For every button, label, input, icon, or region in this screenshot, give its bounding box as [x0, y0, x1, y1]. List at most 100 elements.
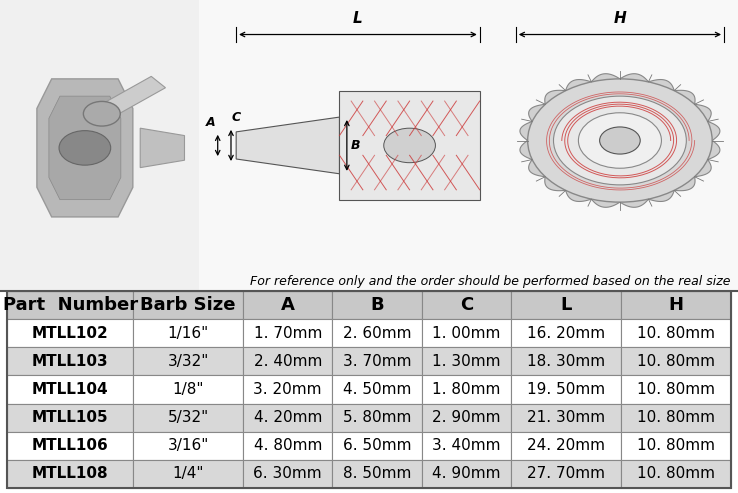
Text: 1. 30mm: 1. 30mm	[432, 354, 501, 369]
Text: MTLL103: MTLL103	[32, 354, 108, 369]
Polygon shape	[37, 79, 133, 217]
Bar	[621, 375, 731, 404]
Text: L: L	[560, 296, 572, 314]
Bar	[243, 319, 332, 347]
Text: 4. 20mm: 4. 20mm	[254, 410, 322, 425]
Text: 18. 30mm: 18. 30mm	[527, 354, 605, 369]
Text: 2. 40mm: 2. 40mm	[254, 354, 322, 369]
Polygon shape	[140, 128, 184, 168]
Text: 8. 50mm: 8. 50mm	[343, 466, 411, 482]
Text: 21. 30mm: 21. 30mm	[527, 410, 605, 425]
Text: 4. 80mm: 4. 80mm	[254, 438, 322, 453]
Bar	[332, 404, 422, 432]
Bar	[134, 347, 243, 375]
Bar	[511, 291, 621, 319]
Text: 10. 80mm: 10. 80mm	[637, 354, 715, 369]
Text: 10. 80mm: 10. 80mm	[637, 438, 715, 453]
Text: 1/8": 1/8"	[173, 382, 204, 397]
Text: MTLL102: MTLL102	[32, 326, 108, 341]
Text: 1. 80mm: 1. 80mm	[432, 382, 500, 397]
Bar	[7, 460, 134, 488]
Text: 27. 70mm: 27. 70mm	[527, 466, 605, 482]
Bar	[422, 404, 511, 432]
Bar	[134, 375, 243, 404]
Bar	[7, 319, 134, 347]
Text: MTLL105: MTLL105	[32, 410, 108, 425]
Text: C: C	[460, 296, 473, 314]
Text: H: H	[613, 11, 627, 26]
Text: MTLL106: MTLL106	[32, 438, 108, 453]
Text: 10. 80mm: 10. 80mm	[637, 382, 715, 397]
Bar	[7, 432, 134, 460]
Text: Part  Number: Part Number	[3, 296, 138, 314]
Bar	[243, 347, 332, 375]
Bar	[7, 291, 134, 319]
Text: MTLL108: MTLL108	[32, 466, 108, 482]
Bar	[511, 460, 621, 488]
Text: 2. 60mm: 2. 60mm	[343, 326, 411, 341]
Text: 3. 20mm: 3. 20mm	[253, 382, 322, 397]
Text: 24. 20mm: 24. 20mm	[527, 438, 605, 453]
Circle shape	[83, 102, 120, 126]
Bar	[7, 404, 134, 432]
Text: 10. 80mm: 10. 80mm	[637, 410, 715, 425]
Bar	[621, 404, 731, 432]
Bar	[243, 460, 332, 488]
Bar	[134, 432, 243, 460]
Bar	[332, 319, 422, 347]
Text: A: A	[280, 296, 294, 314]
Bar	[7, 375, 134, 404]
Bar	[621, 291, 731, 319]
Bar	[0, 0, 199, 291]
Text: For reference only and the order should be performed based on the real size: For reference only and the order should …	[250, 276, 731, 288]
Circle shape	[59, 131, 111, 165]
Polygon shape	[236, 117, 339, 174]
Circle shape	[579, 113, 661, 168]
Text: B: B	[370, 296, 384, 314]
Bar	[243, 432, 332, 460]
Text: 3. 40mm: 3. 40mm	[432, 438, 501, 453]
Text: C: C	[232, 111, 241, 125]
Bar	[0, 0, 738, 291]
Bar	[422, 347, 511, 375]
Bar	[7, 291, 731, 488]
Bar	[621, 460, 731, 488]
Text: 1/16": 1/16"	[168, 326, 209, 341]
Polygon shape	[94, 76, 165, 119]
Text: L: L	[353, 11, 363, 26]
Text: 16. 20mm: 16. 20mm	[527, 326, 605, 341]
Text: Barb Size: Barb Size	[140, 296, 236, 314]
Text: 3. 70mm: 3. 70mm	[343, 354, 411, 369]
Bar	[332, 432, 422, 460]
Bar	[422, 432, 511, 460]
Polygon shape	[49, 96, 121, 200]
Circle shape	[599, 127, 640, 154]
Text: 6. 50mm: 6. 50mm	[343, 438, 411, 453]
Text: 1. 70mm: 1. 70mm	[254, 326, 322, 341]
Bar	[422, 319, 511, 347]
Text: 1. 00mm: 1. 00mm	[432, 326, 500, 341]
Bar	[511, 432, 621, 460]
Bar	[422, 375, 511, 404]
Bar	[621, 319, 731, 347]
Text: 4. 90mm: 4. 90mm	[432, 466, 501, 482]
Text: 4. 50mm: 4. 50mm	[343, 382, 411, 397]
Bar	[243, 404, 332, 432]
Text: 10. 80mm: 10. 80mm	[637, 466, 715, 482]
Bar	[422, 291, 511, 319]
Circle shape	[384, 128, 435, 163]
Bar	[134, 460, 243, 488]
Bar	[422, 460, 511, 488]
Bar	[511, 319, 621, 347]
Bar	[511, 375, 621, 404]
Bar	[134, 291, 243, 319]
Bar	[332, 375, 422, 404]
Text: 1/4": 1/4"	[173, 466, 204, 482]
Bar	[511, 404, 621, 432]
Bar	[134, 319, 243, 347]
Bar	[621, 347, 731, 375]
Bar	[243, 291, 332, 319]
Bar	[339, 91, 480, 200]
Text: H: H	[669, 296, 683, 314]
Bar	[621, 432, 731, 460]
